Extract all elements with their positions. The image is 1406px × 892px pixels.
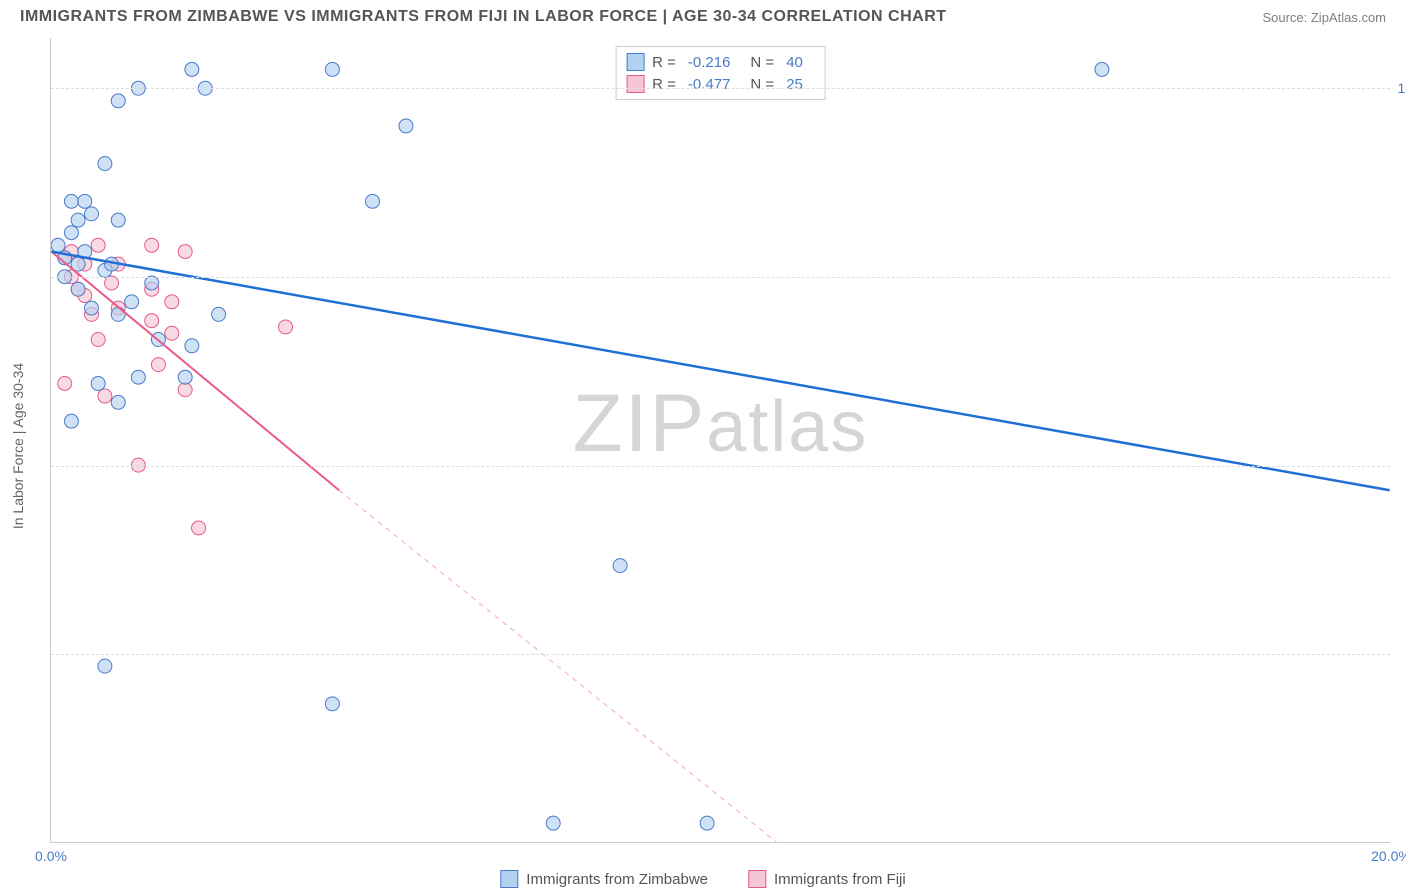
chart-plot-area: ZIPatlas R = -0.216 N = 40 R = -0.477 N … — [50, 38, 1390, 843]
data-point — [185, 339, 199, 353]
r-value: -0.216 — [688, 54, 731, 71]
n-value: 40 — [786, 54, 803, 71]
data-point — [145, 314, 159, 328]
data-point — [111, 395, 125, 409]
data-point — [546, 816, 560, 830]
source-attribution: Source: ZipAtlas.com — [1262, 10, 1386, 25]
legend-swatch — [500, 870, 518, 888]
regression-line — [51, 252, 1389, 491]
data-point — [91, 238, 105, 252]
data-point — [325, 62, 339, 76]
grid-line — [51, 466, 1390, 467]
grid-line — [51, 654, 1390, 655]
legend-series-label: Immigrants from Zimbabwe — [526, 871, 708, 888]
data-point — [399, 119, 413, 133]
data-point — [98, 659, 112, 673]
data-point — [1095, 62, 1109, 76]
data-point — [131, 370, 145, 384]
legend-series-item: Immigrants from Zimbabwe — [500, 870, 708, 888]
data-point — [51, 238, 65, 252]
data-point — [98, 389, 112, 403]
data-point — [279, 320, 293, 334]
data-point — [84, 301, 98, 315]
data-point — [700, 816, 714, 830]
legend-swatch — [626, 75, 644, 93]
n-label: N = — [750, 54, 774, 71]
data-point — [325, 697, 339, 711]
data-point — [145, 276, 159, 290]
scatter-plot-svg — [51, 38, 1390, 842]
data-point — [366, 194, 380, 208]
legend-swatch — [626, 53, 644, 71]
y-tick-label: 100.0% — [1398, 80, 1406, 96]
legend-series-item: Immigrants from Fiji — [748, 870, 906, 888]
regression-line — [339, 490, 807, 842]
legend-statistics: R = -0.216 N = 40 R = -0.477 N = 25 — [615, 46, 826, 100]
data-point — [178, 245, 192, 259]
data-point — [151, 358, 165, 372]
y-axis-label: In Labor Force | Age 30-34 — [10, 363, 26, 529]
data-point — [111, 94, 125, 108]
grid-line — [51, 88, 1390, 89]
data-point — [125, 295, 139, 309]
data-point — [212, 307, 226, 321]
legend-stat-row: R = -0.477 N = 25 — [626, 73, 815, 95]
data-point — [145, 238, 159, 252]
grid-line — [51, 277, 1390, 278]
data-point — [91, 333, 105, 347]
data-point — [165, 295, 179, 309]
data-point — [91, 376, 105, 390]
x-tick-label: 0.0% — [35, 848, 67, 864]
n-label: N = — [750, 76, 774, 93]
legend-stat-row: R = -0.216 N = 40 — [626, 51, 815, 73]
data-point — [64, 414, 78, 428]
data-point — [613, 559, 627, 573]
data-point — [105, 276, 119, 290]
data-point — [64, 194, 78, 208]
data-point — [178, 370, 192, 384]
data-point — [111, 213, 125, 227]
data-point — [64, 226, 78, 240]
data-point — [178, 383, 192, 397]
n-value: 25 — [786, 76, 803, 93]
legend-series-label: Immigrants from Fiji — [774, 871, 906, 888]
x-tick-label: 20.0% — [1371, 848, 1406, 864]
chart-title: IMMIGRANTS FROM ZIMBABWE VS IMMIGRANTS F… — [20, 8, 947, 26]
data-point — [165, 326, 179, 340]
data-point — [58, 376, 72, 390]
r-label: R = — [652, 76, 676, 93]
legend-swatch — [748, 870, 766, 888]
r-label: R = — [652, 54, 676, 71]
r-value: -0.477 — [688, 76, 731, 93]
data-point — [98, 157, 112, 171]
data-point — [71, 213, 85, 227]
data-point — [185, 62, 199, 76]
legend-series: Immigrants from Zimbabwe Immigrants from… — [500, 870, 905, 888]
data-point — [192, 521, 206, 535]
data-point — [111, 307, 125, 321]
data-point — [78, 194, 92, 208]
data-point — [84, 207, 98, 221]
data-point — [71, 282, 85, 296]
regression-line — [51, 252, 339, 491]
